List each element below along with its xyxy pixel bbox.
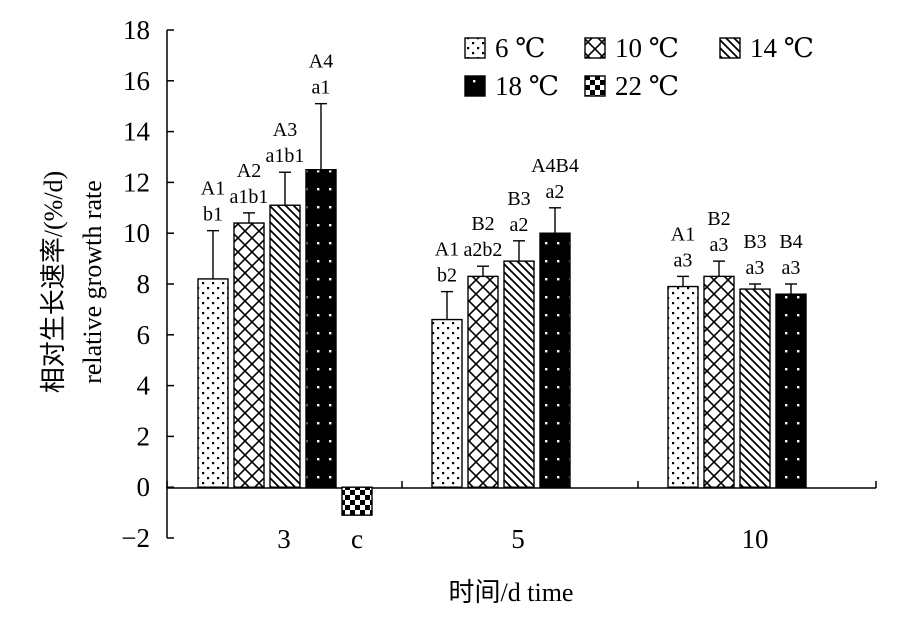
bar [269, 204, 301, 488]
significance-label-upper: B3 [507, 188, 530, 210]
significance-label-upper: B2 [707, 208, 730, 230]
significance-label-lower: a1b1 [266, 145, 305, 167]
significance-label-lower: b2 [437, 265, 457, 287]
significance-label-upper: A4B4 [531, 155, 579, 177]
significance-label-upper: B4 [779, 231, 802, 253]
x-ticks: 3 5 10 [166, 481, 877, 554]
y-ticks: 18 16 14 12 10 8 6 4 2 0 −2 [121, 15, 174, 553]
bar [503, 260, 535, 488]
significance-label-lower: a1 [312, 77, 331, 99]
y-tick-label: 6 [137, 320, 151, 350]
significance-label-lower: a2 [546, 181, 565, 203]
y-tick-label: 12 [123, 167, 150, 197]
significance-label-lower: a3 [710, 234, 729, 256]
legend-label: 10 ℃ [615, 33, 679, 63]
legend: 6 ℃ 10 ℃ 14 ℃ 18 ℃ 22 ℃ [464, 33, 814, 101]
y-tick-label: −2 [121, 523, 150, 553]
significance-label-upper: A1 [671, 223, 695, 245]
y-tick-label: 10 [123, 218, 150, 248]
bar [539, 232, 571, 488]
significance-label-upper: A2 [237, 160, 261, 182]
y-tick-label: 0 [137, 472, 151, 502]
bar [775, 293, 807, 488]
bar [467, 275, 499, 488]
x-axis-title: 时间/d time [449, 578, 574, 607]
y-tick-label: 16 [123, 66, 150, 96]
legend-swatch [719, 37, 741, 59]
y-tick-label: 2 [137, 421, 151, 451]
significance-label-lower: b1 [203, 204, 223, 226]
bar [305, 168, 337, 488]
y-tick-label: 18 [123, 15, 150, 45]
significance-label-upper: B3 [743, 231, 766, 253]
legend-swatch [464, 37, 486, 59]
y-tick-label: 4 [137, 371, 151, 401]
y-tick-label: 8 [137, 269, 151, 299]
significance-label-upper: B2 [471, 213, 494, 235]
bars [197, 168, 807, 516]
significance-label-upper: A3 [273, 119, 297, 141]
bar [431, 318, 463, 488]
legend-label: 6 ℃ [495, 33, 545, 63]
y-axis-title-en: relative growth rate [78, 180, 107, 384]
error-bars [207, 102, 797, 320]
significance-label-upper: A4 [309, 51, 333, 73]
significance-label-lower: a2 [510, 214, 529, 236]
bar [703, 275, 735, 488]
bar [233, 222, 265, 488]
significance-label: c [351, 524, 363, 554]
significance-label-upper: A1 [435, 239, 459, 261]
bar [667, 285, 699, 488]
significance-label-upper: A1 [201, 178, 225, 200]
x-category-label: 5 [511, 524, 525, 554]
significance-label-lower: a1b1 [230, 186, 269, 208]
bar [739, 288, 771, 488]
x-category-label: 10 [742, 524, 769, 554]
bar [197, 278, 229, 488]
significance-label-lower: a3 [674, 249, 693, 271]
y-axis-title-cn: 相对生长速率/(%/d) [39, 171, 68, 393]
legend-label: 18 ℃ [495, 71, 559, 101]
y-tick-label: 14 [123, 117, 151, 147]
significance-label-lower: a3 [746, 257, 765, 279]
legend-swatch [584, 37, 606, 59]
significance-labels: A1b1A1b2A1a3A2a1b1B2a2b2B2a3A3a1b1B3a2B3… [201, 51, 803, 554]
significance-label-lower: a2b2 [464, 239, 503, 261]
x-category-label: 3 [277, 524, 291, 554]
legend-label: 14 ℃ [750, 33, 814, 63]
significance-label-lower: a3 [782, 257, 801, 279]
legend-swatch [584, 75, 606, 97]
bar [341, 486, 373, 516]
legend-label: 22 ℃ [615, 71, 679, 101]
legend-swatch [464, 75, 486, 97]
